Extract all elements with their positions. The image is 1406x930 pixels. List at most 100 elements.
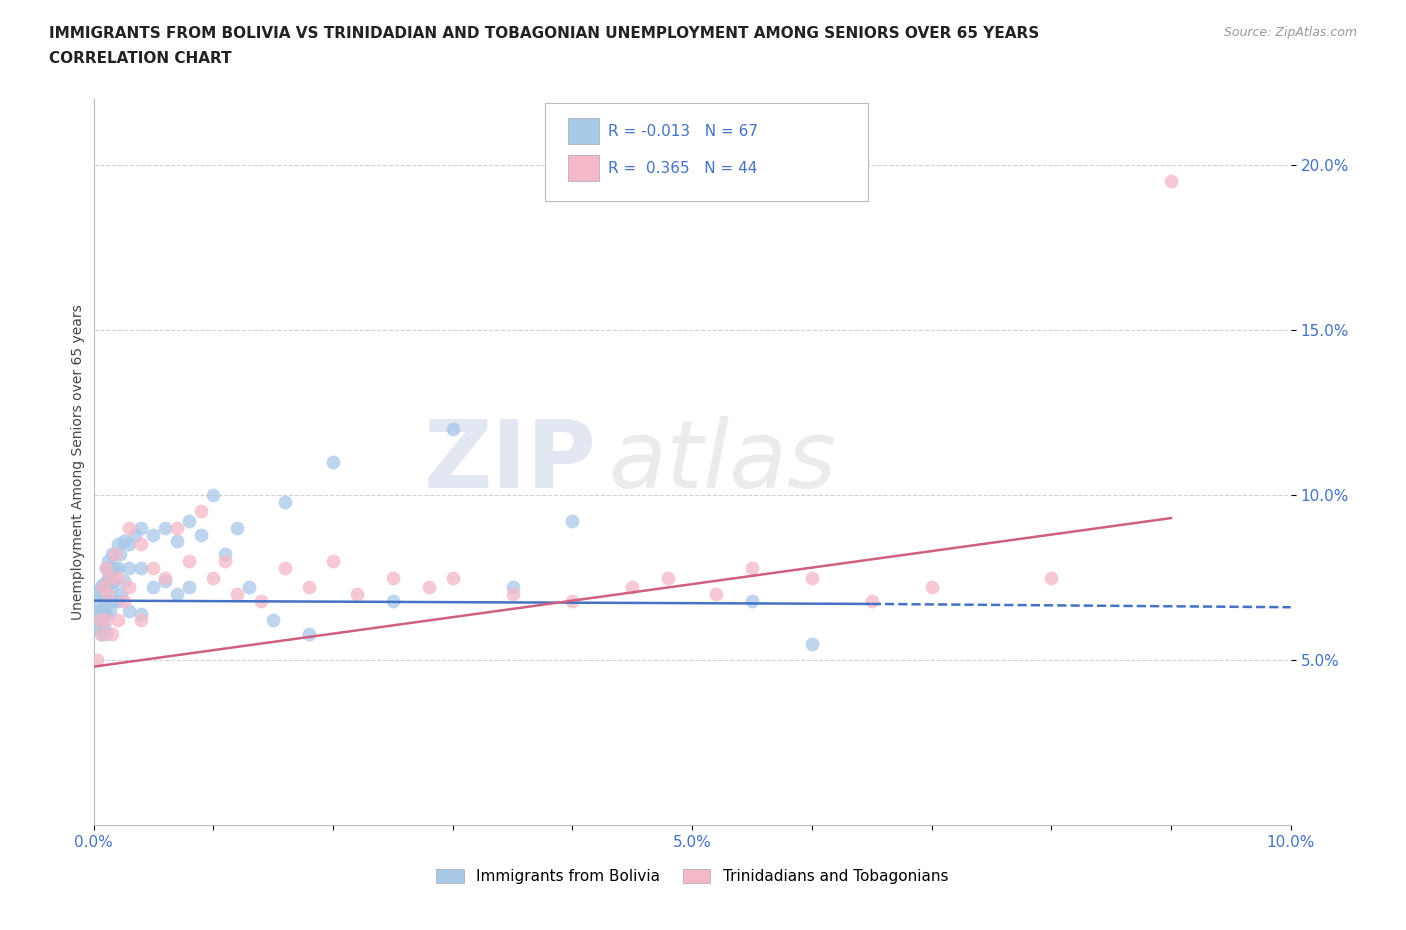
Point bbox=[93, 619, 115, 634]
Point bbox=[107, 593, 129, 608]
Point bbox=[418, 580, 440, 595]
Point bbox=[89, 613, 111, 628]
Point bbox=[90, 580, 112, 595]
Point bbox=[298, 626, 321, 641]
Point bbox=[91, 580, 114, 595]
Point bbox=[561, 514, 583, 529]
Point bbox=[101, 574, 124, 589]
Point bbox=[118, 560, 141, 575]
Point bbox=[179, 580, 201, 595]
Point bbox=[98, 566, 121, 581]
Point bbox=[179, 514, 201, 529]
Point bbox=[98, 593, 121, 608]
Text: atlas: atlas bbox=[609, 417, 837, 508]
Text: Source: ZipAtlas.com: Source: ZipAtlas.com bbox=[1223, 26, 1357, 39]
Point bbox=[91, 577, 114, 591]
Point bbox=[274, 494, 297, 509]
Point bbox=[226, 521, 249, 536]
Point bbox=[108, 547, 131, 562]
Point bbox=[214, 553, 236, 568]
Point bbox=[112, 534, 135, 549]
Point bbox=[190, 527, 212, 542]
Point bbox=[131, 521, 153, 536]
Point bbox=[441, 570, 464, 585]
Point bbox=[118, 603, 141, 618]
Point bbox=[226, 587, 249, 602]
Point bbox=[84, 603, 107, 618]
Point bbox=[86, 653, 108, 668]
Legend: Immigrants from Bolivia, Trinidadians and Tobagonians: Immigrants from Bolivia, Trinidadians an… bbox=[430, 863, 955, 890]
Point bbox=[98, 603, 121, 618]
Point bbox=[921, 580, 943, 595]
Point bbox=[110, 587, 132, 602]
Text: CORRELATION CHART: CORRELATION CHART bbox=[49, 51, 232, 66]
Text: R = -0.013   N = 67: R = -0.013 N = 67 bbox=[607, 124, 758, 139]
Point bbox=[704, 587, 727, 602]
Point bbox=[800, 570, 823, 585]
Point bbox=[91, 603, 114, 618]
Point bbox=[94, 593, 117, 608]
Point bbox=[90, 626, 112, 641]
Point bbox=[657, 570, 679, 585]
Point bbox=[274, 560, 297, 575]
Point bbox=[190, 504, 212, 519]
Point bbox=[94, 606, 117, 621]
Point bbox=[97, 587, 120, 602]
Point bbox=[118, 537, 141, 551]
Point bbox=[741, 560, 763, 575]
Point bbox=[100, 580, 122, 595]
Point bbox=[381, 593, 404, 608]
Point bbox=[94, 580, 117, 595]
Point bbox=[860, 593, 883, 608]
Point bbox=[107, 613, 129, 628]
Point bbox=[97, 553, 120, 568]
Point bbox=[89, 583, 111, 598]
Point bbox=[104, 547, 127, 562]
Point bbox=[502, 587, 524, 602]
Text: ZIP: ZIP bbox=[423, 416, 596, 508]
Point bbox=[89, 606, 111, 621]
Point bbox=[155, 570, 177, 585]
Point bbox=[112, 593, 135, 608]
Point bbox=[118, 580, 141, 595]
Point bbox=[98, 570, 121, 585]
Text: IMMIGRANTS FROM BOLIVIA VS TRINIDADIAN AND TOBAGONIAN UNEMPLOYMENT AMONG SENIORS: IMMIGRANTS FROM BOLIVIA VS TRINIDADIAN A… bbox=[49, 26, 1039, 41]
Point bbox=[104, 560, 127, 575]
Point bbox=[94, 626, 117, 641]
Point bbox=[298, 580, 321, 595]
Point bbox=[91, 626, 114, 641]
Point bbox=[1160, 174, 1182, 189]
Point bbox=[86, 619, 108, 634]
Point bbox=[166, 587, 188, 602]
Point bbox=[238, 580, 260, 595]
Point bbox=[155, 574, 177, 589]
Point bbox=[381, 570, 404, 585]
Point bbox=[142, 580, 165, 595]
Point bbox=[202, 487, 225, 502]
Point bbox=[103, 593, 125, 608]
Point bbox=[107, 537, 129, 551]
Point bbox=[142, 560, 165, 575]
Point bbox=[87, 613, 110, 628]
Point bbox=[166, 534, 188, 549]
Point bbox=[98, 560, 121, 575]
Point bbox=[118, 521, 141, 536]
Point bbox=[94, 560, 117, 575]
Point bbox=[107, 570, 129, 585]
Point bbox=[441, 421, 464, 436]
Point bbox=[346, 587, 368, 602]
Point bbox=[621, 580, 644, 595]
Point bbox=[155, 521, 177, 536]
Point bbox=[87, 593, 110, 608]
Point bbox=[1040, 570, 1063, 585]
Point bbox=[124, 527, 146, 542]
Point bbox=[97, 570, 120, 585]
Point bbox=[250, 593, 273, 608]
Point bbox=[800, 636, 823, 651]
Point bbox=[93, 587, 115, 602]
Point bbox=[131, 537, 153, 551]
Point bbox=[166, 521, 188, 536]
Text: R =  0.365   N = 44: R = 0.365 N = 44 bbox=[607, 161, 758, 176]
Point bbox=[91, 590, 114, 604]
Point bbox=[94, 560, 117, 575]
